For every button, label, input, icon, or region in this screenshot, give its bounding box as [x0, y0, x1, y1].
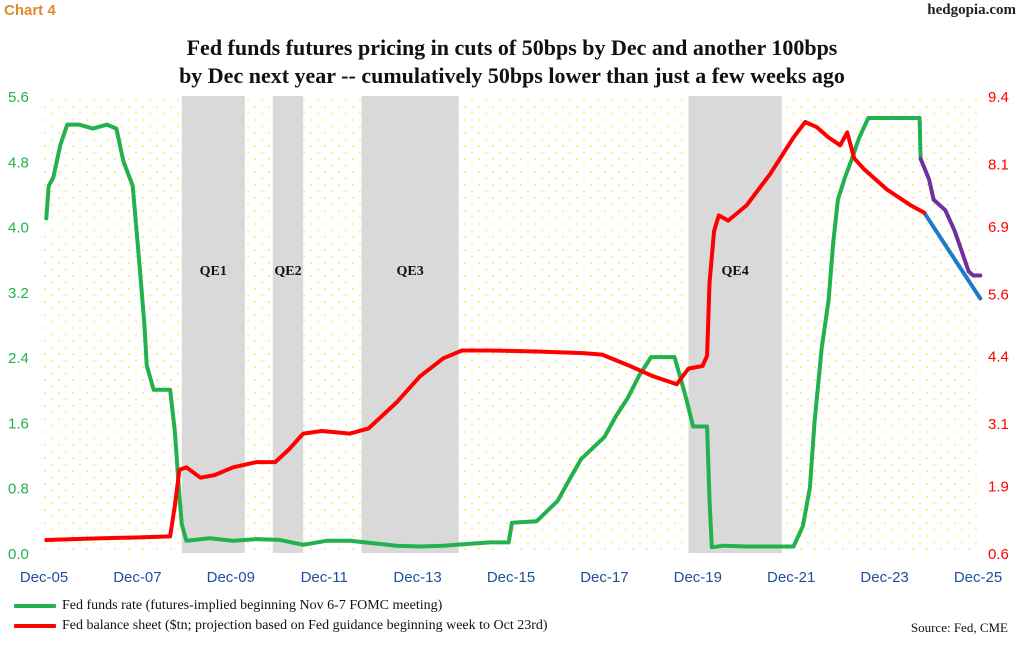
- x-tick-label: Dec-13: [393, 569, 441, 586]
- qe-band-1: [181, 96, 245, 553]
- legend-item-fed-funds: Fed funds rate (futures-implied beginnin…: [14, 598, 442, 614]
- legend-swatch-green: [14, 603, 56, 608]
- x-tick-label: Dec-19: [674, 569, 722, 586]
- source-note: Source: Fed, CME: [910, 620, 1008, 635]
- left-tick-label: 2.4: [8, 350, 29, 367]
- legend-label-balance-sheet: Fed balance sheet ($tn; projection based…: [62, 618, 548, 633]
- series-line-1: [44, 116, 923, 550]
- right-tick-label: 1.9: [988, 478, 1009, 495]
- chart-number: Chart 4: [4, 2, 56, 19]
- left-tick-label: 3.2: [8, 285, 29, 302]
- right-tick-label: 5.6: [988, 286, 1009, 303]
- x-tick-label: Dec-25: [954, 569, 1002, 586]
- left-tick-label: 0.8: [8, 481, 29, 498]
- right-tick-label: 8.1: [988, 157, 1009, 174]
- x-tick-label: Dec-23: [860, 569, 908, 586]
- right-tick-label: 9.4: [988, 89, 1009, 106]
- qe-band-2: [272, 96, 304, 553]
- right-tick-label: 0.6: [988, 546, 1009, 563]
- qe-label-4: QE4: [722, 264, 749, 279]
- qe-label-3: QE3: [397, 264, 424, 279]
- right-tick-label: 6.9: [988, 219, 1009, 236]
- left-tick-label: 4.0: [8, 220, 29, 237]
- chart-title-line1: Fed funds futures pricing in cuts of 50b…: [186, 35, 838, 60]
- x-tick-label: Dec-07: [113, 569, 161, 586]
- qe-label-2: QE2: [274, 264, 301, 279]
- x-tick-label: Dec-15: [487, 569, 535, 586]
- series-line-4: [44, 120, 927, 542]
- qe-band-3: [361, 96, 459, 553]
- x-tick-label: Dec-09: [207, 569, 255, 586]
- x-tick-label: Dec-11: [301, 569, 348, 586]
- series-line-2: [918, 156, 983, 278]
- left-tick-label: 0.0: [8, 546, 29, 563]
- qe-band-4: [688, 96, 782, 553]
- left-tick-label: 1.6: [8, 415, 29, 432]
- legend-item-balance-sheet: Fed balance sheet ($tn; projection based…: [14, 618, 548, 634]
- x-tick-label: Dec-17: [580, 569, 628, 586]
- brand-label: hedgopia.com: [927, 2, 1016, 18]
- x-tick-label: Dec-05: [20, 569, 68, 586]
- qe-label-1: QE1: [200, 264, 227, 279]
- right-tick-label: 4.4: [988, 349, 1009, 366]
- legend-swatch-red: [14, 623, 56, 628]
- series-line-3: [922, 210, 983, 301]
- legend-label-fed-funds: Fed funds rate (futures-implied beginnin…: [62, 598, 443, 613]
- left-tick-label: 4.8: [8, 154, 29, 171]
- chart-title-line2: by Dec next year -- cumulatively 50bps l…: [179, 63, 845, 88]
- right-tick-label: 3.1: [988, 416, 1009, 433]
- x-tick-label: Dec-21: [767, 569, 815, 586]
- left-tick-label: 5.6: [8, 89, 29, 106]
